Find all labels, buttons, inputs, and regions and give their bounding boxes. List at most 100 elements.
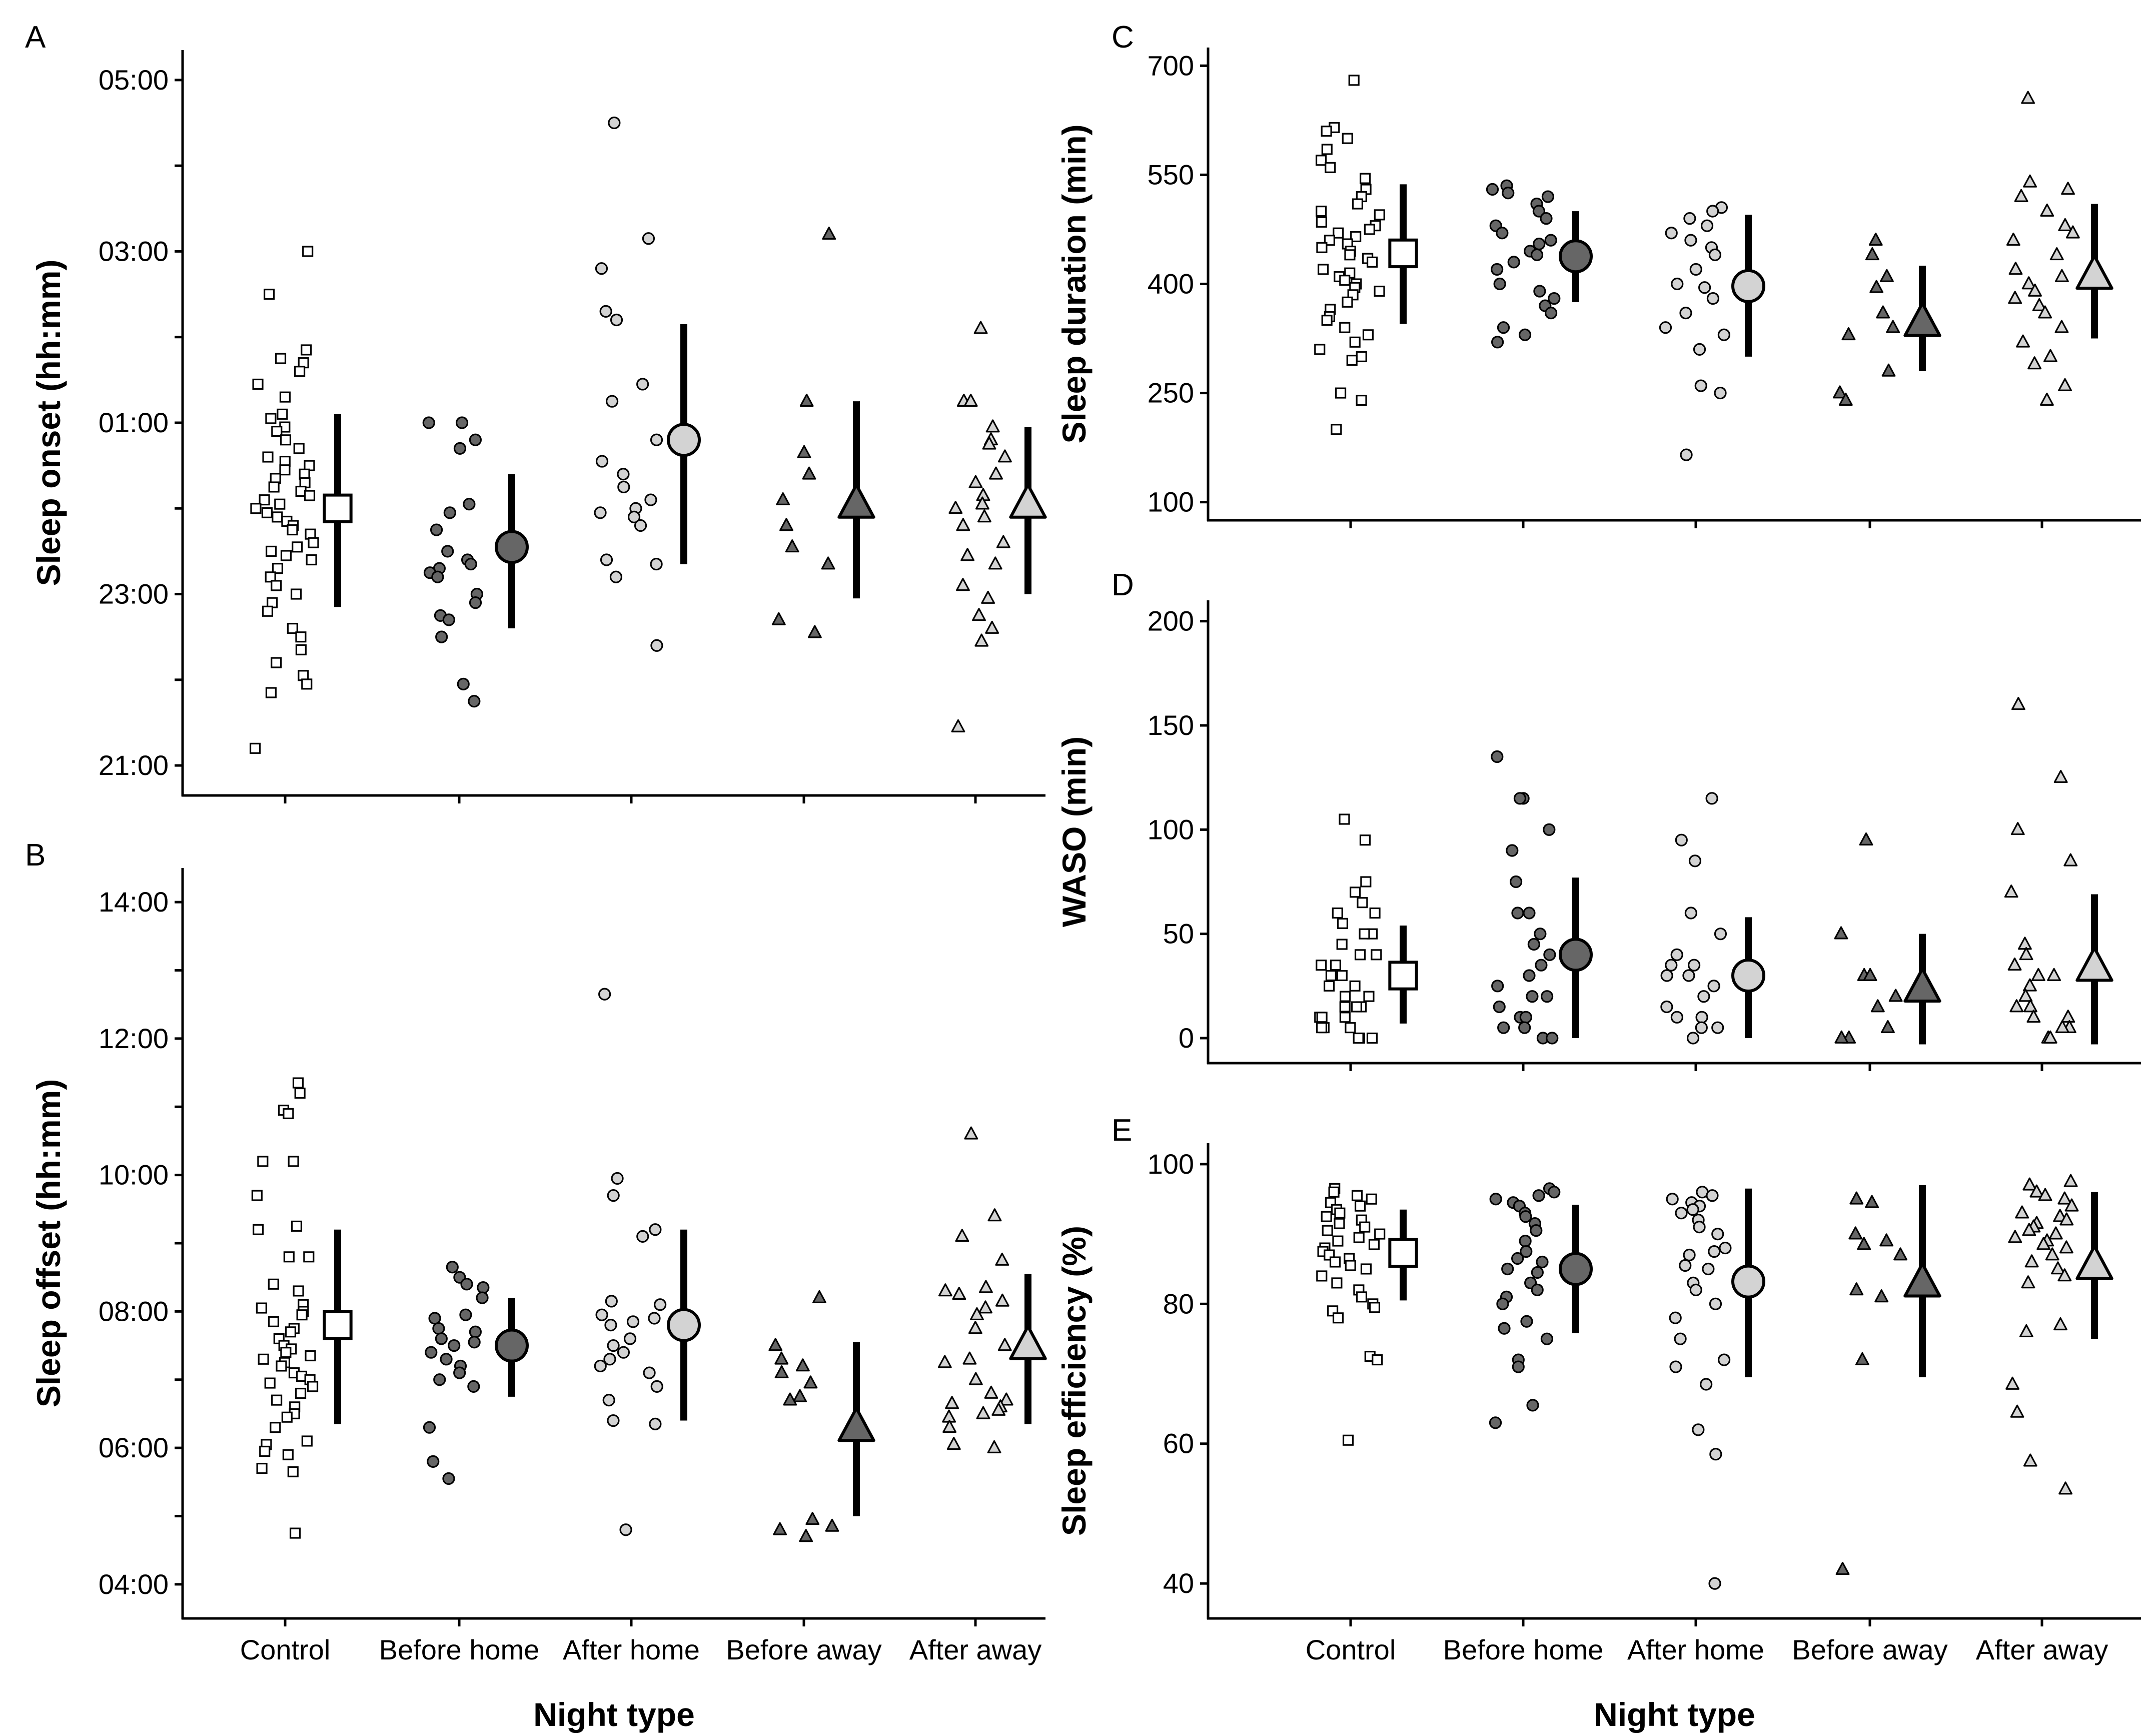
panel-c-data-point [1316,206,1327,217]
panel-b-data-point [251,1190,263,1201]
panel-a-y-tick-label: 05:00 [99,64,169,96]
panel-b-data-point [978,1300,992,1314]
panel-e-data-point [1489,1193,1502,1206]
panel-d-data-point [1695,1021,1708,1034]
panel-e-data-point [1669,1311,1682,1324]
panel-b-data-point [945,1396,959,1409]
panel-a-data-point [275,353,287,364]
panel-a-data-point [776,492,790,505]
panel-b-data-point [296,1309,308,1321]
panel-c-data-point [2006,233,2020,246]
panel-b-series-before-away [768,1290,875,1542]
panel-c-data-point [1868,233,1883,246]
panel-a-data-point [455,416,469,429]
panel-a-data-point [249,742,261,754]
panel-d-data-point [1323,980,1335,992]
panel-a-data-point [617,480,630,494]
panel-c-data-point [1339,275,1351,286]
panel-e-data-point [2036,1237,2051,1250]
panel-c-data-point [1706,205,1719,218]
panel-a-data-point [279,464,291,476]
panel-a-data-point [779,518,793,531]
panel-c-data-point [1684,234,1697,247]
panel-d-data-point [1354,949,1366,961]
panel-c-data-point [1700,219,1714,232]
panel-e-data-point [1332,1235,1344,1247]
panel-e-data-point [2045,1247,2059,1261]
panel-e-data-point [1879,1233,1894,1247]
panel-c-data-point [1315,155,1327,166]
panel-a-data-point [975,496,989,510]
panel-d-data-point [1519,1011,1532,1024]
panel-b-data-point [256,1302,267,1314]
panel-c-data-point [1364,224,1375,235]
panel-d-data-point [1359,834,1371,846]
panel-e-data-point [1708,1577,1721,1590]
panel-c-data-point [1325,162,1336,173]
panel-c-mean-marker [1559,239,1593,274]
panel-c-data-point [2021,91,2035,104]
panel-c-y-axis-title: Sleep duration (min) [1055,124,1093,443]
panel-b-data-point [648,1312,661,1325]
panel-d-data-point [1863,968,1877,981]
panel-b-data-point [288,1156,299,1167]
panel-e-data-point [2019,1324,2033,1338]
panel-d-data-point [2061,1010,2075,1023]
panel-b-data-point [799,1529,813,1542]
panel-c-data-point [1689,263,1702,276]
panel-c-y-tick-label: 400 [1148,268,1194,300]
panel-a-data-point [469,433,482,446]
panel-d-data-point [1711,1021,1724,1034]
panel-d-data-point [1339,813,1350,825]
panel-c-data-point [2021,276,2036,290]
panel-a-data-point [457,677,470,690]
panel-b-data-point [942,1419,957,1433]
panel-c-data-point [2028,283,2042,297]
panel-d-data-point [1357,897,1368,909]
panel-a-series-control [249,246,353,754]
panel-d-data-point [2023,999,2037,1013]
panel-b-data-point [623,1332,637,1345]
panel-c-y-tick-label: 700 [1148,50,1194,81]
panel-c-data-point [1362,329,1374,341]
panel-e-data-point [1679,1259,1692,1272]
panel-a-data-point [441,545,454,558]
panel-a-data-point [977,509,991,523]
panel-b-mean-marker [1009,1325,1047,1360]
panel-d: D 0 50 100 150 200 WASO (min) [1055,568,2141,1071]
panel-b-data-point [258,1353,269,1365]
panel-b-data-point [283,1251,295,1263]
panel-a-mean-marker [667,423,701,457]
panel-e-data-point [1334,1207,1346,1219]
panel-e-data-point [1369,1302,1381,1313]
panel-a-data-point [277,408,288,420]
panel-d-data-point [1888,989,1903,1002]
panel-e-data-point [1519,1234,1532,1248]
panel-e-data-point [2023,1453,2037,1467]
panel-b-data-point [938,1283,952,1297]
panel-d-letter: D [1112,568,1134,602]
panel-c-data-point [2061,182,2075,195]
panel-a-data-point [290,588,302,600]
panel-e-data-point [1692,1423,1705,1436]
panel-e-data-point [2057,1191,2072,1205]
panel-a-data-point [272,563,283,574]
panel-b-data-point [793,1389,807,1402]
panel-b: B 04:00 06:00 08:00 10:00 12:00 14:00 Sleep off… [25,838,1047,1733]
panel-c-mean-marker [1903,302,1941,337]
panel-a-data-point [280,550,292,561]
panel-a-data-point [968,475,983,488]
panel-b-data-point [968,1321,982,1334]
panel-b-y-tick-label: 12:00 [99,1023,169,1054]
panel-e-data-point [1849,1191,1864,1205]
panel-e-data-point [1328,1186,1340,1198]
panel-c-data-point [1518,328,1532,341]
panel-a-data-point [982,436,996,450]
panel-a-data-point [636,378,649,391]
panel-b-data-point [477,1281,490,1294]
panel-c-y-tick-label: 550 [1148,159,1194,190]
panel-c-data-point [1344,249,1356,261]
panel-c-data-point [1493,277,1506,291]
panel-d-data-point [1349,980,1361,992]
panel-d-data-point [1523,907,1536,920]
